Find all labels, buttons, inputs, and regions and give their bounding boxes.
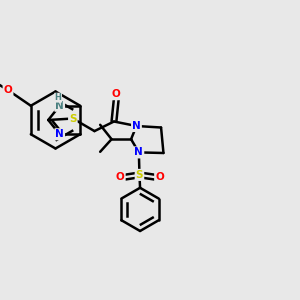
Text: S: S xyxy=(69,113,76,124)
Text: N: N xyxy=(55,101,64,111)
Text: H: H xyxy=(55,93,62,102)
Text: S: S xyxy=(136,170,143,180)
Text: O: O xyxy=(112,89,121,99)
Text: O: O xyxy=(4,85,12,95)
Text: N: N xyxy=(134,147,143,158)
Text: O: O xyxy=(116,172,124,182)
Text: N: N xyxy=(55,129,64,139)
Text: N: N xyxy=(132,121,141,131)
Text: O: O xyxy=(155,172,164,182)
